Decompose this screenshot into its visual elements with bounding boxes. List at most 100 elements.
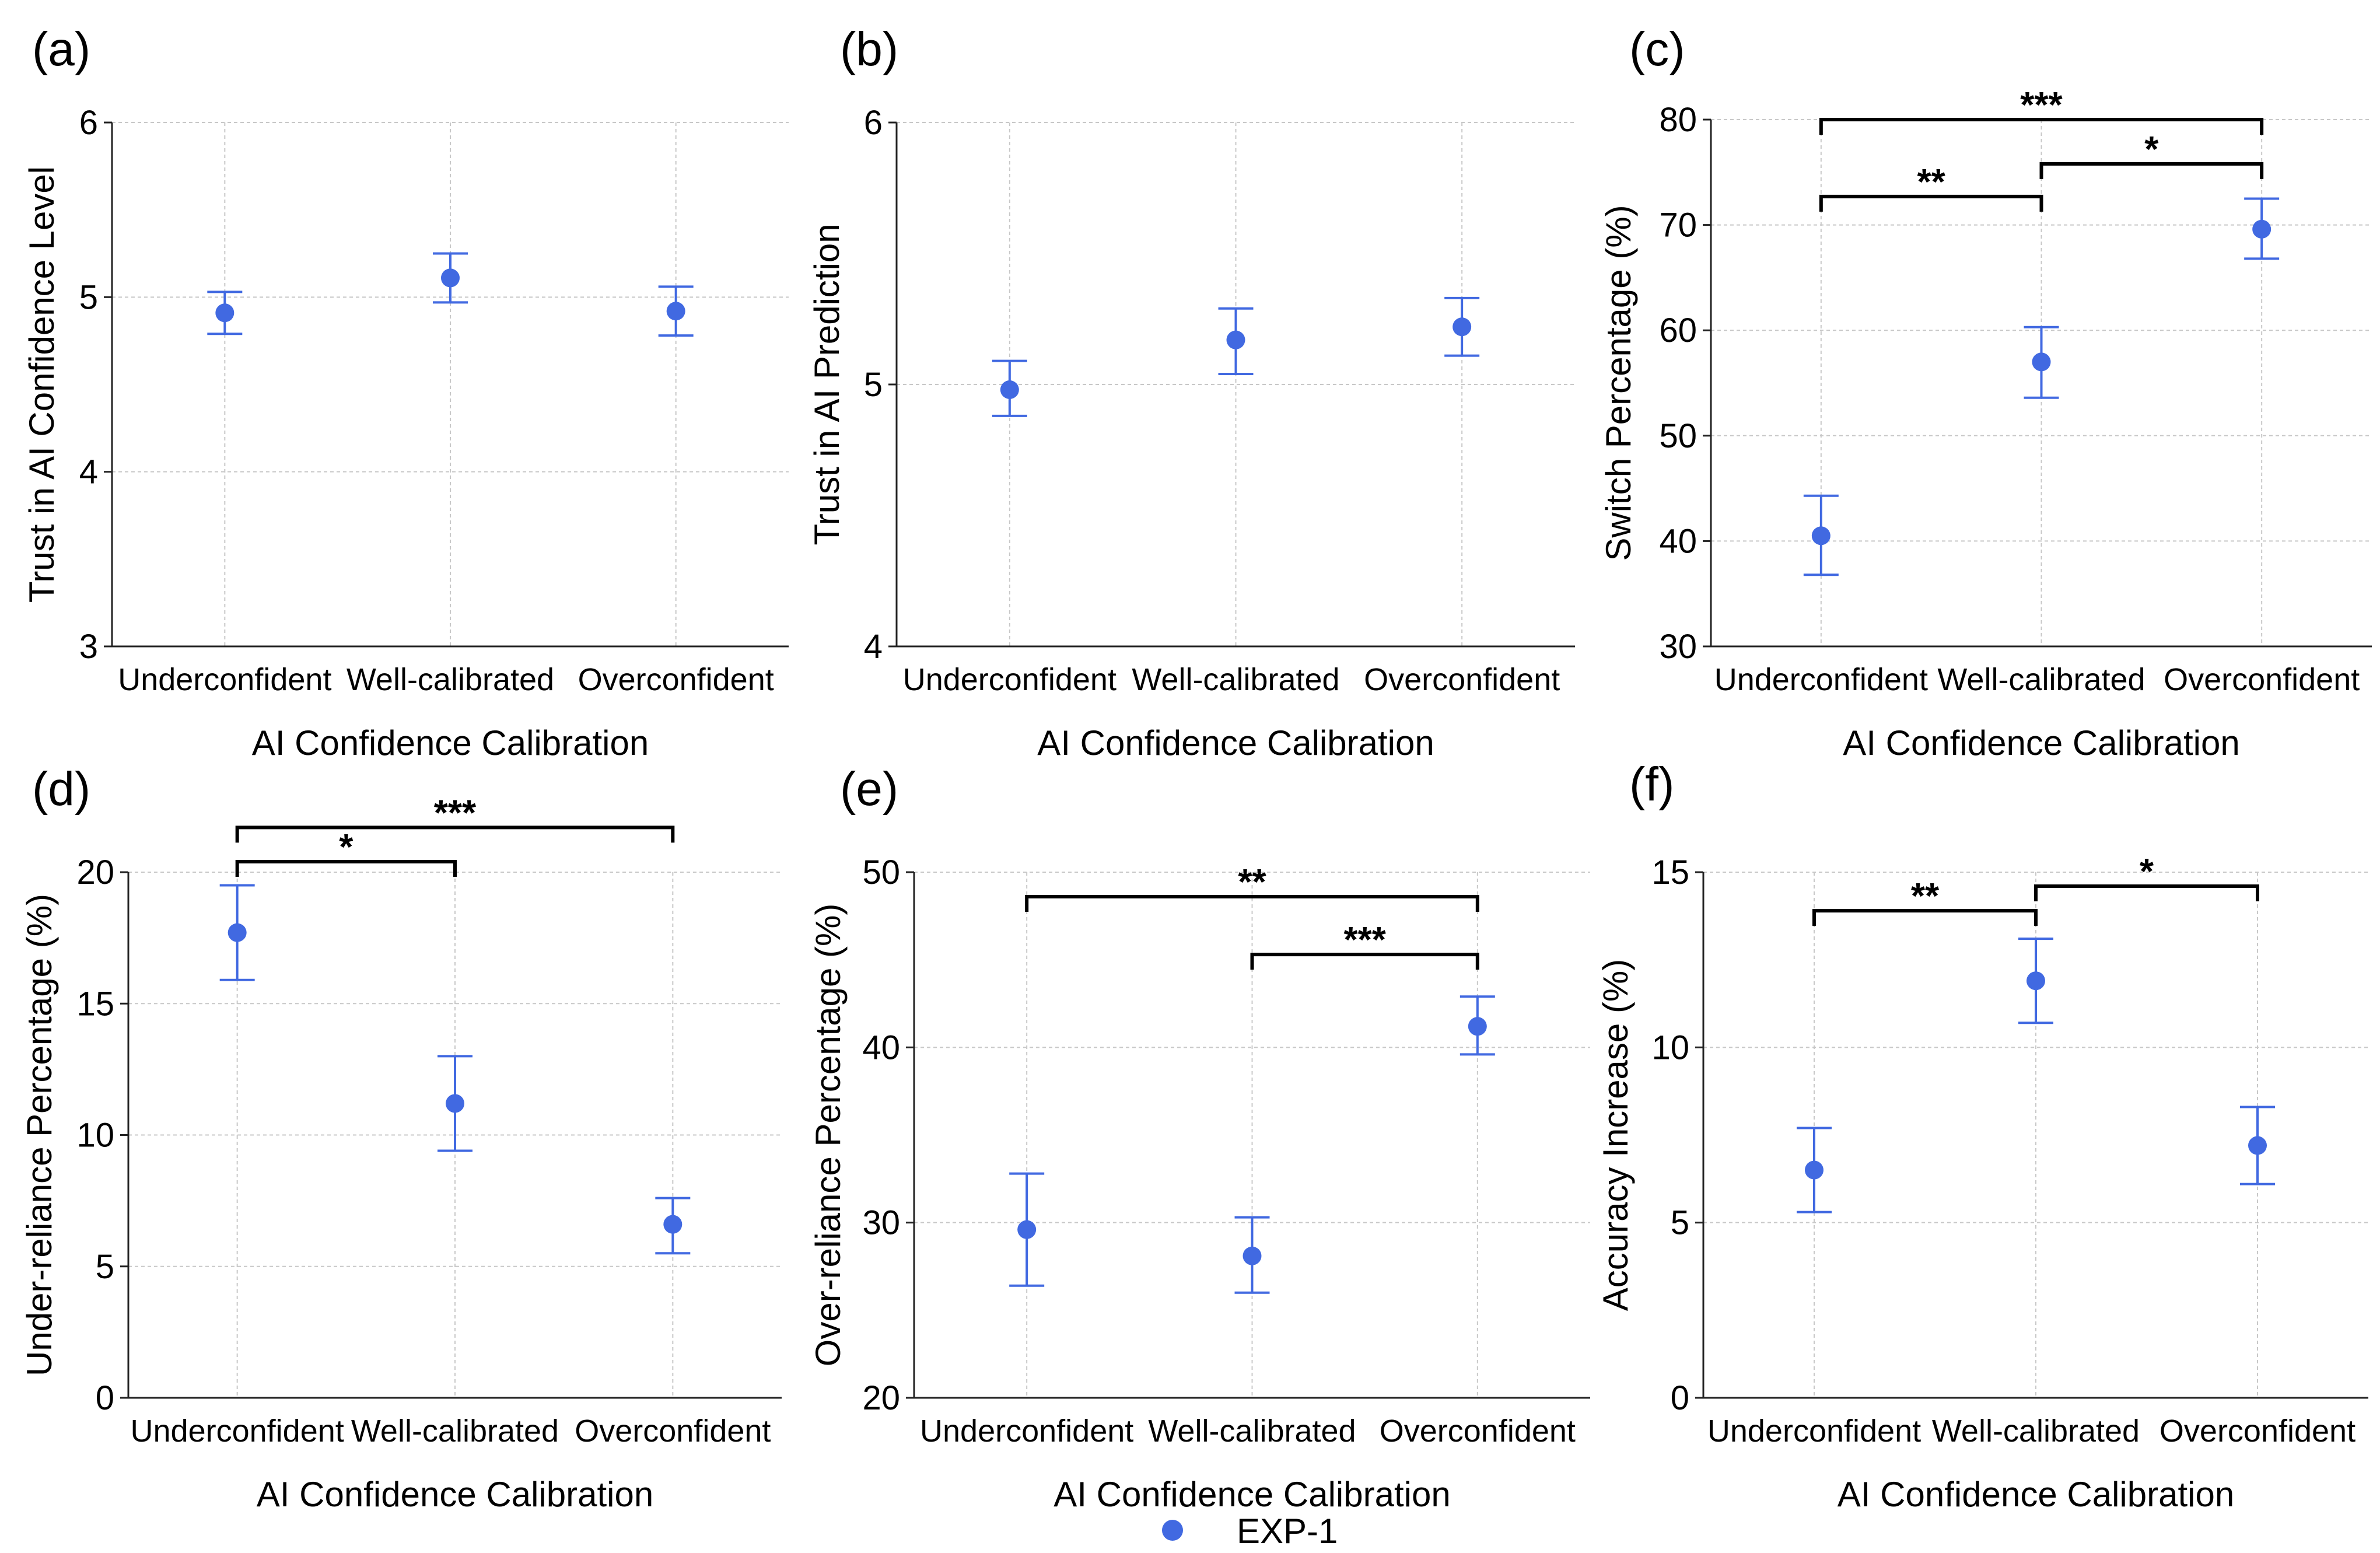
legend-label: EXP-1 (1237, 1512, 1338, 1551)
x-tick-label: Well-calibrated (1132, 662, 1339, 697)
y-axis-title: Trust in AI Confidence Level (22, 166, 61, 603)
y-tick-label: 15 (1651, 854, 1689, 891)
y-axis-title: Switch Percentage (%) (1599, 205, 1638, 561)
panel-label: (d) (32, 762, 90, 816)
y-tick-label: 4 (864, 628, 883, 666)
x-axis-title: AI Confidence Calibration (1054, 1475, 1450, 1514)
x-tick-label: Overconfident (575, 1414, 771, 1449)
y-tick-label: 3 (79, 628, 98, 666)
significance-label: ** (1911, 876, 1940, 917)
data-point (2027, 971, 2045, 991)
panel-label: (a) (32, 23, 90, 76)
y-tick-label: 80 (1659, 101, 1697, 139)
y-tick-label: 40 (1659, 522, 1697, 560)
y-tick-label: 0 (1671, 1379, 1689, 1417)
y-tick-label: 5 (79, 278, 98, 316)
chart-panel-e: (e) 20 30 40 50 Underconfident Well-calibrated… (808, 762, 1590, 1514)
significance-bracket (1819, 118, 2264, 135)
significance-label: ** (1238, 862, 1266, 903)
data-point (1017, 1220, 1037, 1239)
y-tick-label: 4 (79, 453, 98, 491)
significance-label: ** (1917, 162, 1946, 202)
y-axis-title: Under-reliance Percentage (%) (20, 894, 59, 1376)
x-axis-title: AI Confidence Calibration (257, 1475, 653, 1514)
x-axis-title: AI Confidence Calibration (1838, 1475, 2234, 1514)
significance-bracket (235, 859, 457, 877)
data-point (228, 923, 247, 942)
y-tick-label: 50 (862, 854, 900, 891)
y-tick-label: 5 (96, 1248, 114, 1286)
y-tick-label: 20 (862, 1379, 900, 1417)
significance-bracket (1250, 953, 1479, 970)
x-axis-title: AI Confidence Calibration (252, 723, 649, 762)
y-tick-label: 70 (1659, 207, 1697, 244)
y-tick-label: 50 (1659, 417, 1697, 455)
data-point (1811, 526, 1831, 545)
data-point (666, 302, 685, 321)
y-tick-label: 6 (79, 104, 98, 142)
significance-label: *** (1343, 920, 1386, 960)
x-tick-label: Well-calibrated (1932, 1414, 2140, 1449)
panel-label: (c) (1629, 23, 1685, 76)
x-tick-label: Well-calibrated (1937, 662, 2145, 697)
chart-panel-c: (c) 30 40 50 60 70 80 Underconfident Well-calibr… (1599, 23, 2372, 762)
chart-panel-a: (a) 3 4 5 6 Underconfident Well-calibrated Over… (22, 23, 789, 762)
significance-bracket (1819, 194, 2043, 212)
x-axis-title: AI Confidence Calibration (1037, 723, 1434, 762)
significance-bracket (1812, 909, 2038, 926)
x-axis-title: AI Confidence Calibration (1843, 723, 2239, 762)
y-tick-label: 30 (862, 1204, 900, 1242)
x-tick-label: Overconfident (1364, 662, 1560, 697)
y-axis-title: Over-reliance Percentage (%) (808, 904, 848, 1367)
significance-bracket (2034, 884, 2259, 902)
x-tick-label: Underconfident (903, 662, 1116, 697)
y-tick-label: 40 (862, 1029, 900, 1066)
data-point (441, 268, 460, 288)
y-axis-title: Accuracy Increase (%) (1596, 959, 1635, 1311)
data-point (1000, 380, 1019, 399)
significance-label: * (2140, 852, 2154, 892)
data-point (663, 1215, 682, 1234)
y-tick-label: 20 (76, 854, 114, 891)
panel-label: (f) (1629, 758, 1674, 811)
y-tick-label: 60 (1659, 312, 1697, 349)
chart-panel-d: (d) 0 5 10 15 20 Underconfident Well-calibrated… (20, 762, 782, 1514)
significance-bracket (235, 826, 675, 843)
data-point (2032, 352, 2051, 372)
data-point (1805, 1160, 1824, 1180)
y-tick-label: 5 (1671, 1204, 1689, 1242)
data-point (215, 303, 235, 323)
x-tick-label: Underconfident (1707, 1414, 1921, 1449)
y-tick-label: 15 (76, 985, 114, 1023)
data-point (446, 1094, 464, 1113)
y-tick-label: 30 (1659, 628, 1697, 666)
legend: EXP-1 (1162, 1512, 1338, 1551)
data-point (1468, 1017, 1487, 1036)
significance-label: *** (2020, 85, 2063, 125)
y-tick-label: 0 (96, 1379, 114, 1417)
data-point (1242, 1246, 1262, 1265)
y-tick-label: 5 (864, 366, 883, 404)
x-tick-label: Overconfident (1380, 1414, 1576, 1449)
y-tick-label: 10 (1651, 1029, 1689, 1066)
significance-label: *** (434, 793, 477, 833)
x-tick-label: Underconfident (131, 1414, 344, 1449)
significance-bracket (2039, 162, 2264, 179)
data-point (2252, 219, 2272, 239)
data-point (1452, 317, 1472, 337)
legend-marker (1162, 1520, 1183, 1541)
x-tick-label: Overconfident (578, 662, 774, 697)
data-point (2248, 1136, 2267, 1155)
y-axis-title: Trust in AI Prediction (807, 223, 846, 545)
x-tick-label: Well-calibrated (346, 662, 554, 697)
x-tick-label: Underconfident (1714, 662, 1928, 697)
significance-label: * (339, 827, 354, 868)
significance-label: * (2144, 130, 2159, 170)
data-point (1226, 330, 1245, 349)
significance-bracket (1025, 895, 1479, 912)
x-tick-label: Well-calibrated (351, 1414, 559, 1449)
x-tick-label: Overconfident (2164, 662, 2360, 697)
x-tick-label: Well-calibrated (1148, 1414, 1356, 1449)
x-tick-label: Underconfident (920, 1414, 1133, 1449)
chart-panel-f: (f) 0 5 10 15 Underconfident Well-calibrated Ov… (1596, 758, 2368, 1514)
